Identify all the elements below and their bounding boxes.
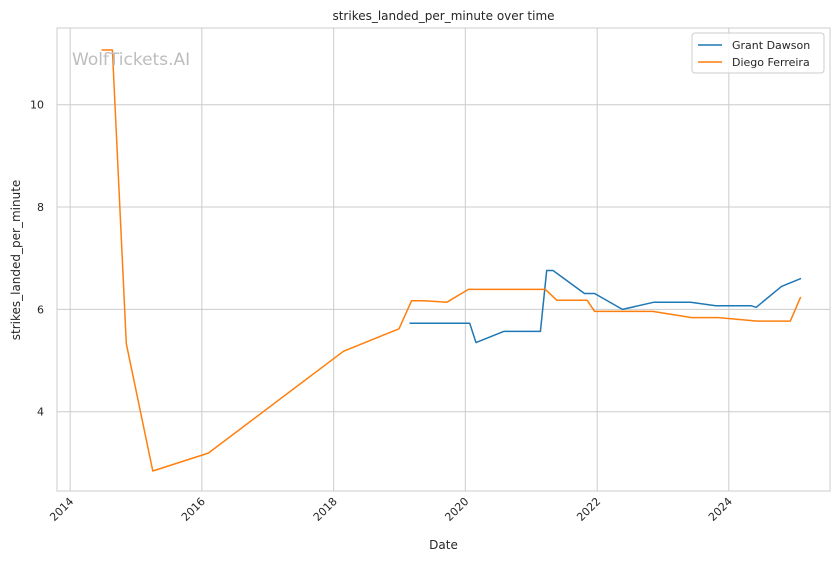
x-tick-label: 2024: [706, 495, 735, 524]
x-tick-label: 2016: [179, 495, 208, 524]
y-axis-label: strikes_landed_per_minute: [9, 180, 23, 341]
chart-title: strikes_landed_per_minute over time: [332, 9, 554, 23]
y-tick-label: 4: [37, 406, 44, 419]
legend-label: Grant Dawson: [732, 39, 810, 52]
x-tick-label: 2020: [442, 495, 471, 524]
y-tick-label: 10: [30, 99, 44, 112]
x-tick-label: 2018: [311, 495, 340, 524]
legend-box: [691, 32, 825, 74]
series-lines: [101, 49, 802, 472]
legend: Grant Dawson Diego Ferreira: [691, 32, 825, 74]
series-line-1: [409, 269, 802, 344]
x-tick-label: 2014: [47, 495, 76, 524]
watermark-text: WolfTickets.AI: [72, 50, 190, 70]
y-axis-ticks: 4 6 8 10: [30, 99, 44, 419]
x-tick-label: 2022: [574, 495, 603, 524]
x-axis-ticks: 2014 2016 2018 2020 2022 2024: [47, 495, 735, 524]
plot-area: [56, 27, 831, 492]
grid: [57, 28, 830, 491]
series-line-2: [101, 49, 802, 472]
y-tick-label: 8: [37, 201, 44, 214]
y-tick-label: 6: [37, 303, 44, 316]
legend-label: Diego Ferreira: [732, 56, 810, 69]
x-axis-label: Date: [429, 538, 458, 552]
